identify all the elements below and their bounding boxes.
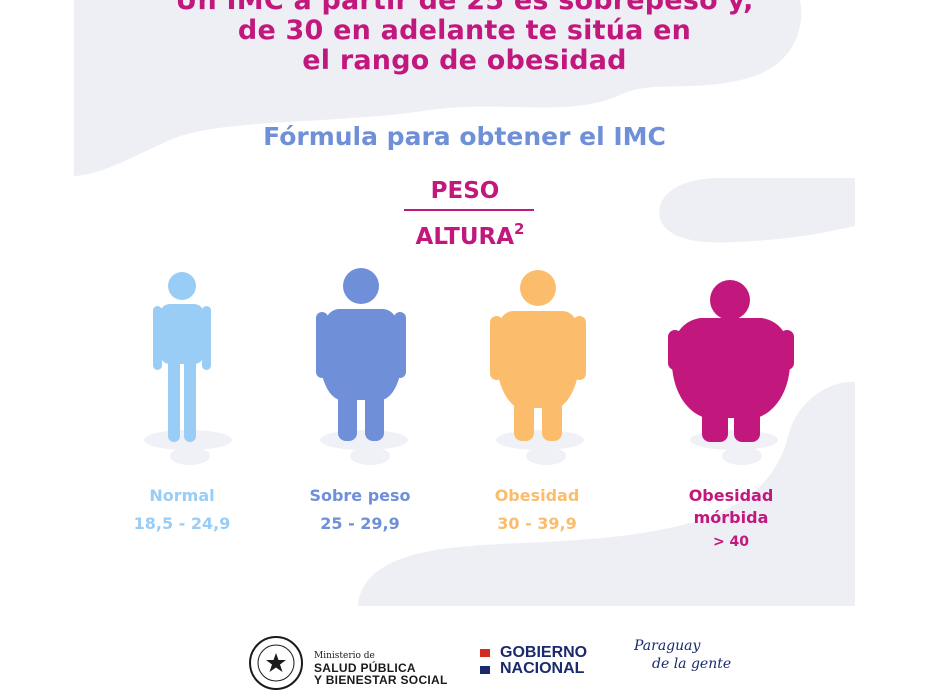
person-morbida-icon [668,280,794,442]
background-blobs [74,0,855,606]
category-sobrepeso-label: Sobre peso [309,486,411,505]
category-morbida-range: > 40 [712,534,750,550]
category-sobrepeso: Sobre peso 25 - 29,9 [290,485,430,535]
ministry-small: Ministerio de [314,651,375,661]
flag-icon [480,649,490,677]
headline: Un IMC a partir de 25 es sobrepeso y, de… [0,0,929,76]
footer-logos: Ministerio de SALUD PÚBLICA Y BIENESTAR … [0,625,929,690]
formula-denominator: ALTURA2 [400,215,540,251]
ministry-line-2: Y BIENESTAR SOCIAL [314,673,448,687]
person-normal-icon [153,272,211,442]
ministry-text: Ministerio de SALUD PÚBLICA Y BIENESTAR … [314,651,448,686]
gobierno-line-2: NACIONAL [500,660,585,677]
national-seal-icon [249,636,303,690]
ministry-line-1: SALUD PÚBLICA [314,661,416,675]
bmi-formula: PESO ALTURA2 [400,174,540,251]
paraguay-signature: Paraguay de la gente [634,637,731,673]
signature-line-2: de la gente [652,656,732,672]
body-figures [144,268,794,465]
person-sobrepeso-icon [316,268,406,441]
headline-line-3: el rango de obesidad [302,45,627,76]
shadow-obesidad-icon [496,430,584,465]
gobierno-text: GOBIERNO NACIONAL [500,645,587,677]
formula-title: Fórmula para obtener el IMC [263,122,666,151]
category-morbida-label-2: mórbida [693,508,769,527]
gobierno-line-1: GOBIERNO [500,644,588,661]
formula-numerator: PESO [430,178,500,204]
category-normal-label: Normal [149,486,215,505]
shadow-sobrepeso-icon [320,430,408,465]
category-obesidad-range: 30 - 39,9 [497,514,577,533]
headline-line-2: de 30 en adelante te sitúa en [237,15,692,46]
signature-line-1: Paraguay [634,638,701,654]
category-obesidad-label: Obesidad [494,486,580,505]
fraction-bar [404,209,534,211]
category-sobrepeso-range: 25 - 29,9 [320,514,400,533]
category-normal-range: 18,5 - 24,9 [133,514,231,533]
category-morbida-label-1: Obesidad [688,486,774,505]
denominator-exponent: 2 [514,220,525,238]
headline-line-1: Un IMC a partir de 25 es sobrepeso y, [175,0,754,16]
category-obesidad: Obesidad 30 - 39,9 [467,485,607,535]
category-morbida: Obesidad mórbida > 40 [660,485,802,553]
category-normal: Normal 18,5 - 24,9 [112,485,252,535]
person-obesidad-icon [490,270,586,441]
denominator-label: ALTURA [415,224,515,250]
